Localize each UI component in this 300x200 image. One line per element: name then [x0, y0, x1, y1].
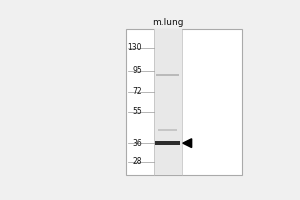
Text: 72: 72 — [133, 87, 142, 96]
Text: m.lung: m.lung — [152, 18, 184, 27]
Text: 28: 28 — [133, 157, 142, 166]
Text: 95: 95 — [132, 66, 142, 75]
Bar — [156, 74, 179, 76]
Text: 130: 130 — [128, 43, 142, 52]
Text: 55: 55 — [132, 107, 142, 116]
Bar — [126, 29, 242, 175]
Text: 36: 36 — [132, 139, 142, 148]
Polygon shape — [183, 139, 192, 148]
Bar — [154, 29, 182, 175]
Bar — [155, 141, 181, 145]
Bar — [158, 129, 177, 131]
